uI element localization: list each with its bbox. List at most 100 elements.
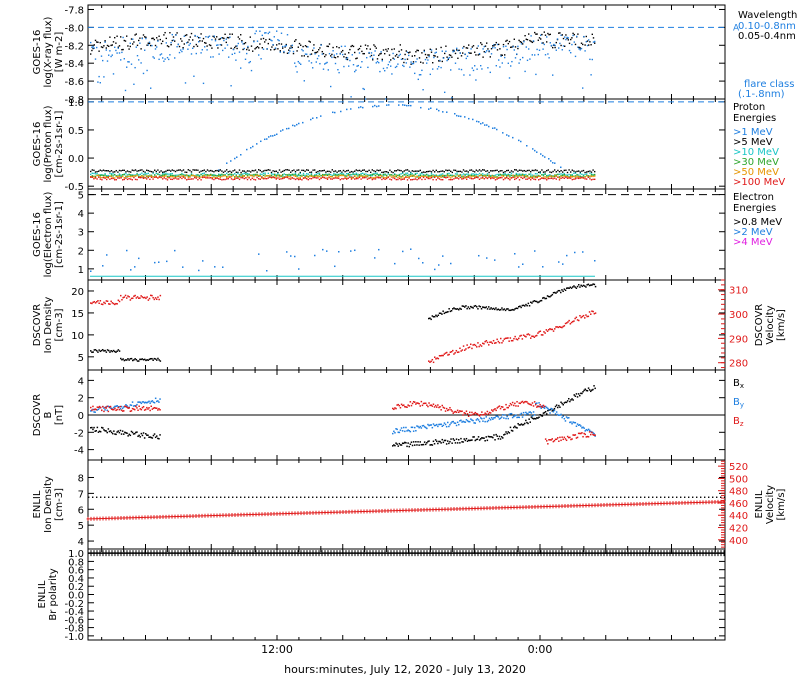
- proton-point: [256, 143, 258, 145]
- proton-point: [256, 174, 258, 177]
- proton-point: [358, 176, 361, 179]
- bz-point: [98, 405, 101, 408]
- xray-short-point: [517, 45, 519, 48]
- proton-point: [571, 175, 573, 177]
- by-point: [486, 420, 489, 423]
- bx-point: [431, 444, 434, 446]
- density-point: [430, 318, 432, 321]
- enlil-density-point: [676, 496, 678, 498]
- proton-point: [307, 178, 309, 181]
- by-point: [592, 431, 594, 434]
- velocity-point: [109, 303, 111, 305]
- xray-short-point: [474, 65, 476, 67]
- xray-short-point: [520, 43, 523, 45]
- proton-point: [107, 177, 109, 179]
- proton-point: [243, 172, 245, 174]
- xray-long-point: [333, 56, 335, 58]
- enlil-density-point: [516, 496, 518, 498]
- proton-point: [165, 173, 167, 176]
- xray-long-point: [572, 32, 574, 35]
- electron-point: [354, 249, 356, 252]
- xray-short-point: [528, 48, 530, 50]
- xray-short-point: [435, 51, 437, 54]
- proton-point: [176, 174, 178, 176]
- proton-point: [322, 173, 324, 176]
- proton-point: [411, 174, 413, 177]
- proton-point: [301, 169, 303, 172]
- proton-point: [280, 178, 282, 180]
- proton-point: [378, 177, 380, 179]
- velocity-point: [586, 315, 588, 318]
- xray-long-point: [513, 38, 515, 40]
- proton-point: [584, 173, 586, 176]
- xray-short-point: [487, 67, 489, 69]
- proton-point: [107, 170, 109, 172]
- velocity-point: [461, 349, 464, 351]
- velocity-point: [563, 325, 566, 327]
- proton-point: [165, 175, 167, 177]
- xray-short-point: [580, 47, 583, 50]
- density-point: [527, 302, 530, 305]
- bx-point: [576, 396, 579, 398]
- proton-point: [171, 178, 173, 181]
- by-point: [151, 400, 154, 402]
- bx-point: [569, 400, 571, 403]
- proton-point: [453, 178, 455, 180]
- bz-point: [530, 404, 533, 406]
- proton-point: [582, 177, 585, 179]
- by-point: [436, 423, 438, 426]
- bx-point: [449, 440, 451, 443]
- xray-long-point: [448, 54, 451, 56]
- xray-short-point: [162, 57, 164, 59]
- bz-point: [139, 408, 141, 410]
- bx-point: [115, 433, 117, 436]
- by-point: [157, 400, 159, 402]
- bx-point: [434, 439, 437, 441]
- xray-long-point: [166, 45, 169, 47]
- bx-point: [465, 437, 468, 440]
- density-point: [109, 351, 111, 353]
- bx-point: [408, 445, 410, 448]
- xray-long-point: [546, 41, 548, 43]
- proton-point: [269, 175, 271, 178]
- proton-point: [315, 177, 317, 179]
- velocity-point: [448, 353, 450, 356]
- xray-short-point: [462, 47, 464, 49]
- proton-point: [163, 173, 165, 175]
- proton-point: [464, 173, 466, 176]
- proton-point: [418, 176, 420, 178]
- proton-point: [533, 176, 535, 178]
- enlil-density-point: [412, 496, 414, 498]
- proton-point: [190, 173, 193, 175]
- proton-point: [234, 173, 236, 175]
- xray-short-point: [589, 58, 591, 61]
- bx-point: [113, 430, 115, 432]
- proton-point: [210, 173, 212, 176]
- bz-point: [415, 403, 417, 405]
- proton-point: [402, 171, 404, 173]
- bz-point: [131, 407, 134, 410]
- proton-point: [581, 170, 583, 172]
- density-point: [540, 299, 543, 302]
- xray-short-point: [408, 54, 410, 57]
- by-point: [518, 416, 520, 419]
- density-point: [150, 357, 152, 360]
- bx-point: [146, 434, 148, 436]
- bx-point: [443, 439, 446, 442]
- proton-point: [242, 174, 244, 177]
- proton-point: [360, 174, 362, 176]
- proton-point: [288, 173, 290, 176]
- bx-point: [461, 441, 463, 443]
- xray-long-point: [398, 50, 400, 53]
- bx-point: [528, 418, 530, 420]
- proton-point: [509, 175, 511, 177]
- by-point: [115, 405, 117, 408]
- proton-point: [461, 174, 463, 176]
- density-point: [537, 301, 539, 304]
- enlil-density-point: [580, 496, 582, 498]
- proton-point: [219, 169, 221, 171]
- proton-point: [134, 175, 137, 177]
- proton-point: [462, 173, 465, 175]
- proton-point: [442, 111, 444, 113]
- xray-short-point: [390, 65, 392, 67]
